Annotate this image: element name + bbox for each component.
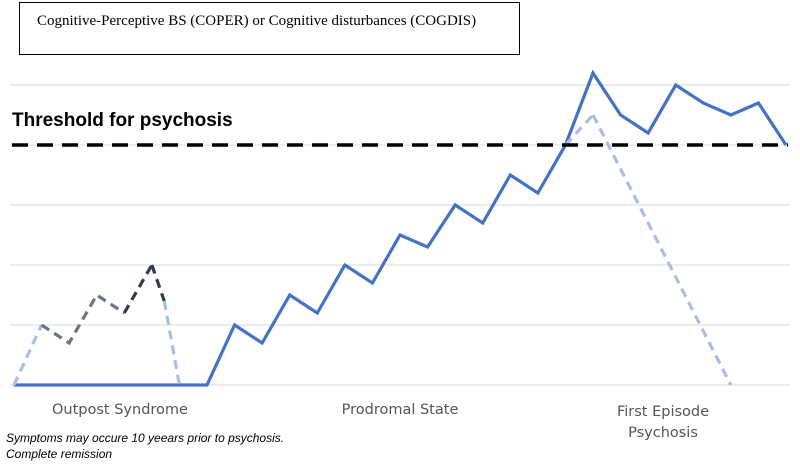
- dashed-series-line-2: [40, 292, 126, 346]
- dashed-series-line-1: [12, 324, 44, 386]
- phase-label-first-episode: First Episode Psychosis: [616, 404, 710, 441]
- legend-box: Cognitive-Perceptive BS (COPER) or Cogni…: [19, 2, 520, 55]
- main-series-line: [14, 69, 788, 387]
- dashed-series-line-5: [162, 300, 182, 386]
- dashed-series-line-6: [564, 113, 595, 147]
- phase-label-outpost: Outpost Syndrome: [52, 402, 188, 418]
- legend-text: Cognitive-Perceptive BS (COPER) or Cogni…: [37, 13, 477, 29]
- dashed-series-line-3: [122, 264, 154, 314]
- footnote: Symptoms may occure 10 yeears prior to p…: [6, 431, 285, 461]
- phase-label-prodromal: Prodromal State: [341, 402, 459, 418]
- threshold-label: Threshold for psychosis: [12, 110, 233, 131]
- dashed-series-line-4: [150, 264, 166, 302]
- dashed-series-line-7: [591, 114, 733, 386]
